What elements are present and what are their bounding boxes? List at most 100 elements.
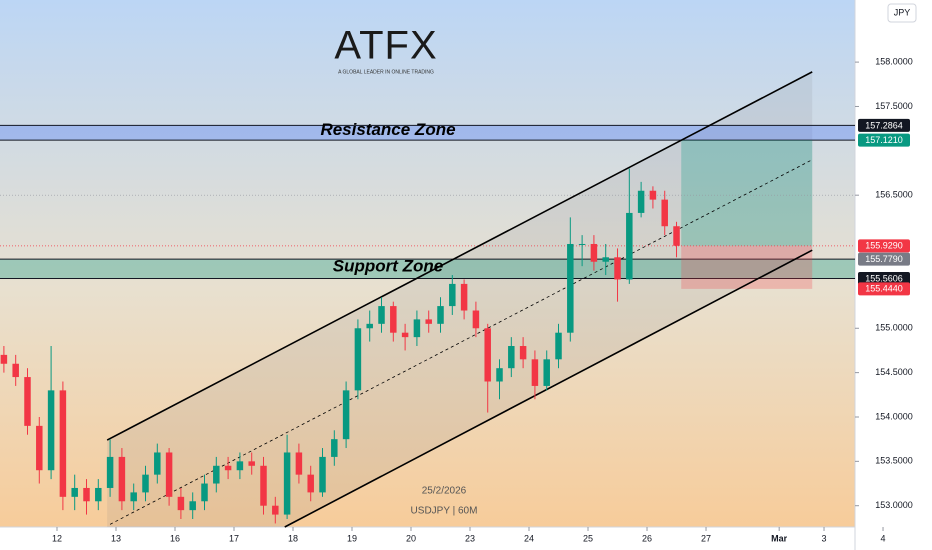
candle-body xyxy=(567,243,574,333)
candle-body xyxy=(236,461,244,471)
y-tick-label: 155.0000 xyxy=(875,323,913,333)
logo-tagline: A GLOBAL LEADER IN ONLINE TRADING xyxy=(338,69,434,75)
y-tick-label: 158.0000 xyxy=(875,56,913,66)
y-tick-label: 153.5000 xyxy=(875,456,913,466)
candle-body xyxy=(307,474,314,493)
candle-body xyxy=(555,332,562,360)
candle-body xyxy=(201,483,208,502)
candle-body xyxy=(260,465,267,506)
position-loss xyxy=(681,245,813,289)
candle-body xyxy=(449,283,456,307)
candle-body xyxy=(602,257,609,262)
candle-body xyxy=(378,306,385,324)
price-label: 157.1210 xyxy=(865,135,903,145)
x-tick-label: 16 xyxy=(170,533,180,543)
candle-body xyxy=(47,390,55,471)
candle-body xyxy=(224,465,232,471)
candle-body xyxy=(496,368,503,382)
candle-body xyxy=(71,487,78,497)
candle-body xyxy=(319,456,326,493)
candle-body xyxy=(661,199,668,227)
candle-body xyxy=(437,306,444,324)
zone-label: Resistance Zone xyxy=(320,120,455,139)
price-label-box xyxy=(858,133,910,147)
candle-body xyxy=(331,439,338,457)
candle-body xyxy=(614,257,621,280)
y-tick-label: 154.5000 xyxy=(875,367,913,377)
footer-symbol: USDJPY | 60M xyxy=(411,506,478,517)
channel-fill xyxy=(107,71,813,527)
price-label-box xyxy=(858,118,910,132)
candle-body xyxy=(12,363,19,378)
x-tick-label: 13 xyxy=(111,533,121,543)
currency-box[interactable] xyxy=(887,3,917,23)
price-label: 155.9290 xyxy=(865,241,903,251)
candle-body xyxy=(283,452,291,515)
trend-line xyxy=(106,71,813,441)
x-tick-label: 20 xyxy=(406,533,416,543)
x-tick-label: 12 xyxy=(52,533,62,543)
candle-body xyxy=(0,354,8,364)
x-tick-label: 27 xyxy=(701,533,711,543)
x-tick-label: 17 xyxy=(229,533,239,543)
candle-body xyxy=(519,346,527,360)
candle-body xyxy=(59,390,67,497)
currency[interactable]: JPY xyxy=(894,7,911,17)
x-tick-label: 23 xyxy=(465,533,475,543)
candle-body xyxy=(649,190,657,200)
candle-body xyxy=(106,456,114,488)
x-tick-label: 4 xyxy=(881,533,886,543)
candle-body xyxy=(24,377,31,426)
price-label: 155.4440 xyxy=(865,284,903,294)
candle-body xyxy=(472,310,480,329)
x-tick-label: 24 xyxy=(524,533,534,543)
plot-background xyxy=(0,0,855,527)
candle-body xyxy=(177,496,185,511)
trend-line xyxy=(284,249,813,528)
price-label: 157.2864 xyxy=(865,120,903,130)
candle-body xyxy=(590,243,598,262)
candle-body xyxy=(295,452,303,475)
logo: ATFX xyxy=(334,24,437,68)
overlay: ATFX A GLOBAL LEADER IN ONLINE TRADING 2… xyxy=(334,3,917,517)
zone-label: Support Zone xyxy=(333,256,443,275)
footer-date: 25/2/2026 xyxy=(422,486,467,497)
candle-body xyxy=(508,346,515,369)
candle-body xyxy=(342,390,350,440)
candle-body xyxy=(95,487,102,502)
x-tick-label: Mar xyxy=(771,533,788,543)
y-tick-label: 157.5000 xyxy=(875,101,913,111)
plot: Resistance Zone Support Zone xyxy=(0,71,855,528)
price-label-box xyxy=(858,272,910,286)
candle-body xyxy=(154,452,161,475)
candle-body xyxy=(543,359,550,386)
candle-body xyxy=(354,328,362,391)
zone xyxy=(0,259,855,279)
candle-body xyxy=(142,474,149,493)
x-tick-label: 3 xyxy=(822,533,827,543)
time-axis-background xyxy=(0,527,855,550)
candle-body xyxy=(413,319,421,338)
y-tick-label: 156.5000 xyxy=(875,190,913,200)
candle-body xyxy=(118,456,126,502)
candle-body xyxy=(83,487,90,502)
price-label: 155.5606 xyxy=(865,273,903,283)
y-tick-label: 153.0000 xyxy=(875,500,913,510)
candle-body xyxy=(130,492,137,502)
candle-body xyxy=(248,461,255,466)
candle-body xyxy=(401,332,409,338)
x-tick-label: 26 xyxy=(642,533,652,543)
candle-body xyxy=(626,212,633,280)
x-tick-label: 18 xyxy=(288,533,298,543)
candle-body xyxy=(390,306,397,333)
candle-body xyxy=(673,226,680,246)
y-tick-label: 154.0000 xyxy=(875,411,913,421)
candle-body xyxy=(36,425,43,471)
candle-body xyxy=(637,190,645,213)
candle-body xyxy=(484,328,491,382)
price-label-box xyxy=(858,282,910,296)
candle-body xyxy=(578,243,586,245)
candle-body xyxy=(165,452,173,497)
